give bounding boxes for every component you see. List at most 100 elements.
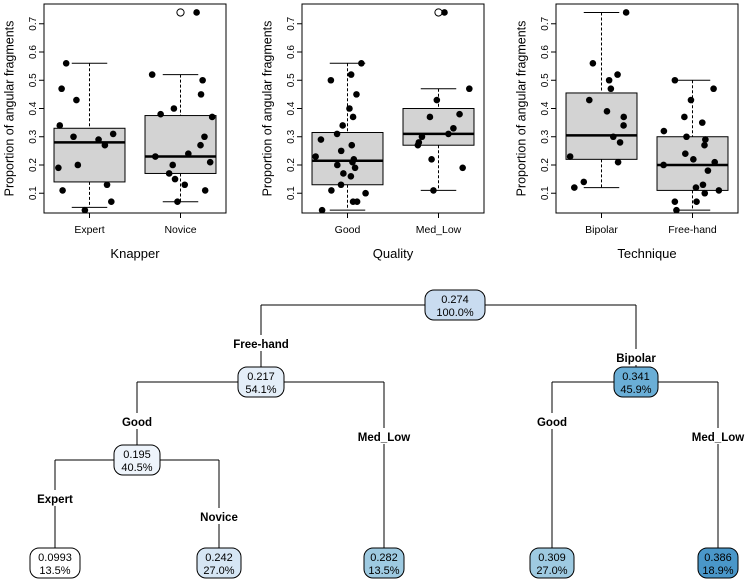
y-tick-label: 0.3: [540, 129, 551, 143]
branch-label-bg: [355, 428, 413, 444]
boxplot-panel-3: 0.1 0.2 0.3 0.4 0.5 0.6 0.7 Proportion of angul…: [514, 3, 739, 261]
data-point: [165, 170, 173, 177]
data-point: [430, 187, 437, 194]
data-point: [312, 153, 319, 160]
data-point: [441, 9, 448, 16]
data-point: [682, 150, 689, 157]
data-point: [56, 122, 64, 129]
branch-label-bg: [193, 508, 245, 524]
data-point: [197, 141, 204, 149]
y-tick-label: 0.4: [540, 101, 551, 115]
data-point: [148, 71, 156, 78]
y-tick-label: 0.7: [28, 16, 39, 30]
data-point: [103, 181, 111, 189]
data-point: [466, 85, 473, 93]
y-tick-label: 0.1: [28, 186, 39, 200]
data-point: [358, 60, 365, 67]
x-axis-title: Technique: [617, 246, 676, 261]
branch-label-bg: [534, 413, 570, 429]
y-tick-label: 0.6: [286, 45, 297, 59]
data-point: [362, 189, 369, 197]
data-point: [346, 105, 353, 112]
branch-label-bg: [224, 335, 298, 351]
decision-tree: Free-hand Bipolar Good Med_Low Expert Novice G…: [29, 289, 747, 579]
tree-node: [363, 547, 405, 579]
tree-node-value: 0.309: [538, 552, 566, 564]
tree-node: [29, 547, 81, 579]
data-point: [171, 175, 179, 183]
data-point: [58, 85, 65, 93]
data-point: [350, 156, 358, 163]
x-tick-label: Free-hand: [668, 224, 717, 236]
data-point: [351, 164, 359, 172]
data-point: [62, 60, 70, 67]
box: [144, 115, 217, 174]
y-tick-label: 0.4: [28, 101, 39, 115]
branch-label-bg: [607, 349, 665, 365]
data-point: [157, 110, 164, 118]
data-point: [607, 85, 615, 93]
data-point: [418, 133, 426, 141]
branch-label: Med_Low: [692, 432, 744, 444]
tree-node-value: 0.0993: [38, 552, 72, 564]
data-point: [109, 130, 117, 138]
tree-node-percent: 45.9%: [620, 384, 651, 396]
data-point: [690, 156, 697, 163]
y-tick-label: 0.6: [28, 45, 39, 59]
tree-node-percent: 13.5%: [368, 565, 399, 577]
branch-label: Expert: [37, 494, 73, 506]
data-point: [70, 133, 77, 141]
data-point: [571, 184, 578, 191]
data-point: [349, 198, 357, 206]
data-point: [683, 133, 690, 141]
branch-label: Bipolar: [616, 353, 656, 365]
branch-label: Med_Low: [358, 432, 410, 444]
data-point: [353, 91, 360, 98]
data-point: [673, 206, 680, 214]
data-point: [566, 153, 574, 160]
tree-node-percent: 13.5%: [39, 565, 70, 577]
tree-node-value: 0.341: [622, 371, 650, 383]
outlier-point: [434, 8, 443, 17]
data-point: [201, 133, 208, 141]
branch-label-bg: [119, 413, 155, 429]
data-point: [317, 136, 325, 143]
data-point: [620, 113, 628, 121]
tree-node: [697, 547, 739, 579]
data-point: [614, 71, 621, 78]
tree-node-value: 0.242: [205, 552, 233, 564]
data-point: [580, 178, 588, 186]
data-point: [699, 181, 707, 189]
data-point: [445, 130, 452, 138]
y-tick-label: 0.1: [540, 186, 551, 200]
data-point: [185, 150, 192, 157]
box: [402, 108, 475, 146]
data-point: [622, 9, 630, 16]
data-point: [589, 60, 597, 67]
data-point: [101, 141, 109, 149]
tree-node-percent: 40.5%: [121, 462, 152, 474]
x-axis-title: Quality: [373, 246, 414, 261]
data-point: [698, 119, 706, 126]
tree-node-value: 0.274: [441, 294, 469, 306]
data-point: [704, 167, 712, 174]
data-point: [702, 136, 709, 143]
data-point: [715, 187, 723, 194]
x-tick-label: Good: [335, 224, 361, 236]
x-tick-label: Novice: [164, 224, 196, 236]
y-tick-label: 0.5: [286, 73, 297, 87]
tree-node: [613, 366, 659, 398]
data-point: [73, 96, 80, 104]
data-point: [347, 71, 355, 78]
y-tick-label: 0.6: [540, 45, 551, 59]
tree-node: [196, 547, 242, 579]
data-point: [711, 158, 719, 166]
data-point: [55, 164, 62, 172]
y-tick-label: 0.5: [28, 73, 39, 87]
tree-node-percent: 100.0%: [436, 307, 474, 319]
data-point: [349, 113, 357, 121]
data-point: [74, 161, 82, 169]
data-point: [174, 198, 181, 206]
data-point: [95, 136, 102, 143]
boxplot-panel-1: 0.1 0.2 0.3 0.4 0.5 0.6 0.7 Proportion of angul…: [2, 3, 227, 261]
